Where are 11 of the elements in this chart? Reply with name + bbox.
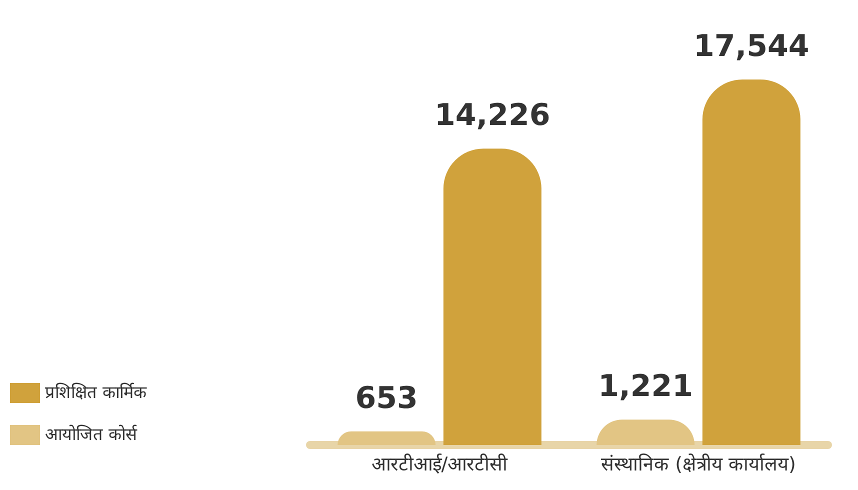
legend-label: प्रशिक्षित कार्मिक <box>45 382 148 403</box>
data-label: 1,221 <box>598 369 694 404</box>
bar <box>338 431 436 445</box>
bar <box>443 148 542 445</box>
bar <box>702 80 800 445</box>
x-tick-label: आरटीआई/आरटीसी <box>371 452 509 476</box>
legend-label: आयोजित कोर्स <box>45 424 138 445</box>
data-label: 653 <box>355 380 418 416</box>
data-label: 17,544 <box>694 29 810 64</box>
data-label: 14,226 <box>434 98 550 134</box>
x-tick-label: संस्थानिक (क्षेत्रीय कार्यालय) <box>601 452 796 476</box>
